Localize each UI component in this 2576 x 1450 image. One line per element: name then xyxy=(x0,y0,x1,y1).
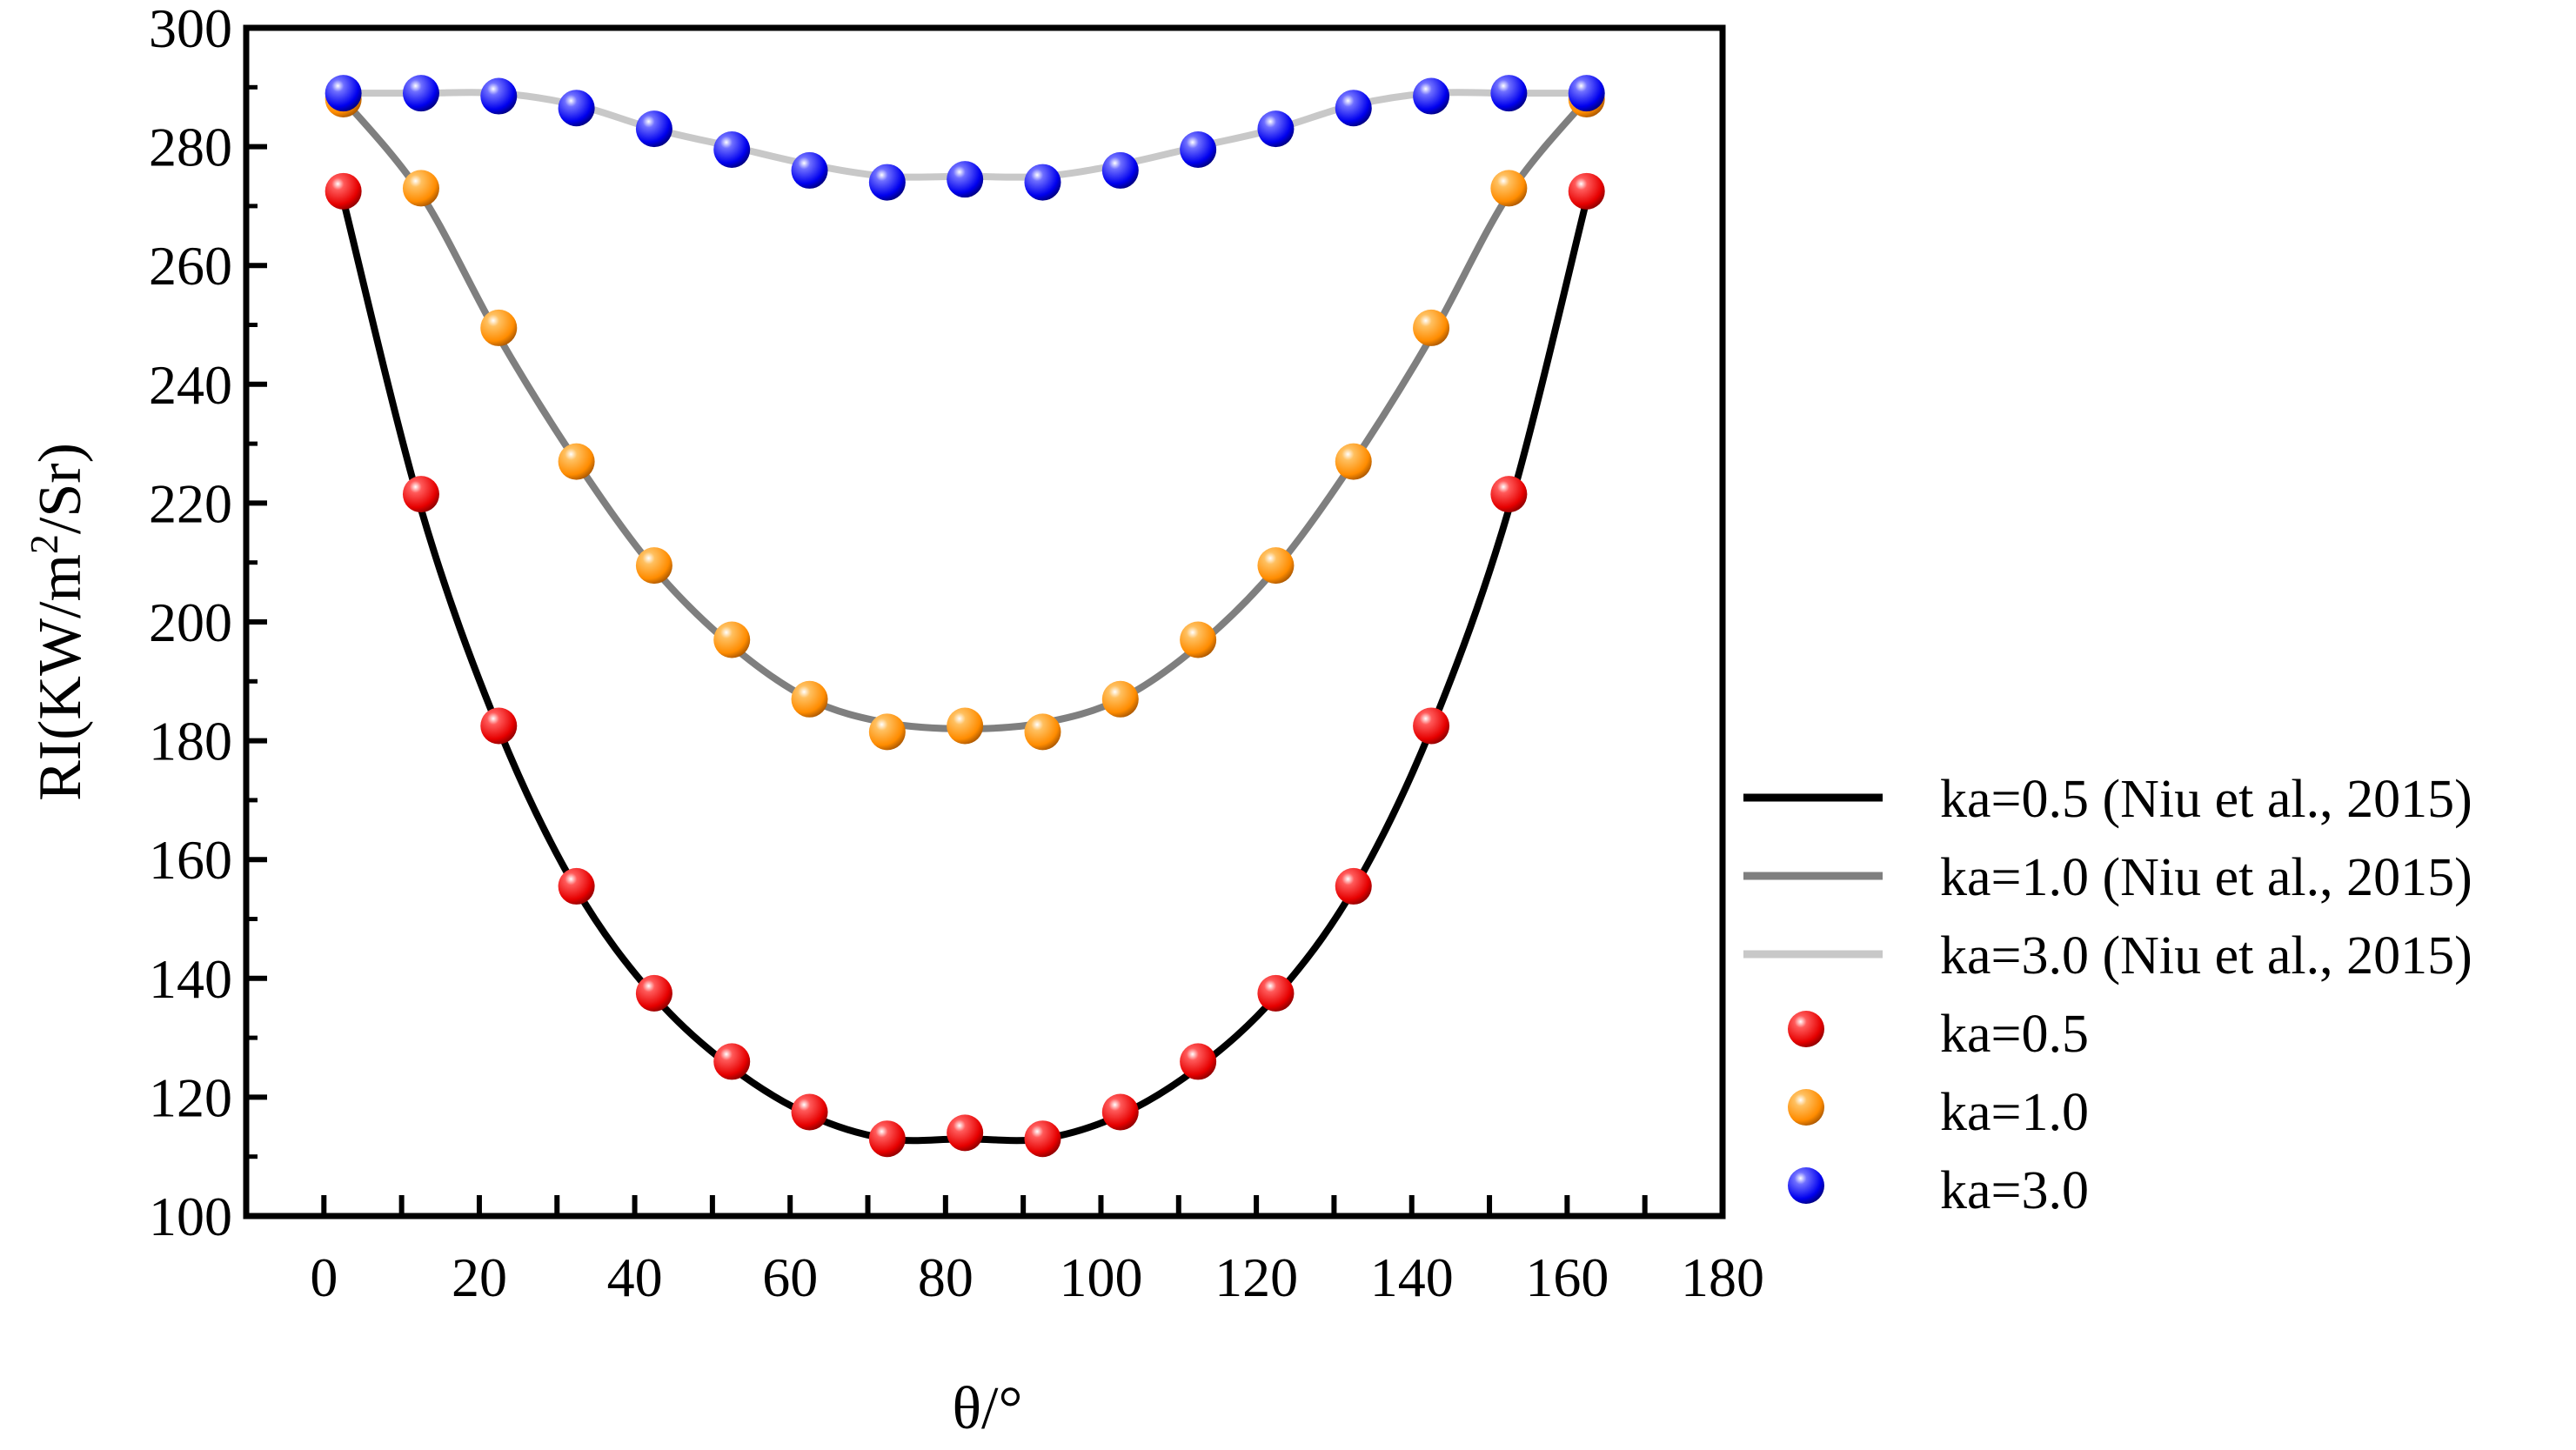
legend: ka=0.5 (Niu et al., 2015) ka=1.0 (Niu et … xyxy=(1743,770,2472,1220)
x-tick-label: 100 xyxy=(1059,1246,1142,1308)
x-tick-label: 160 xyxy=(1525,1246,1609,1308)
y-tick-label: 180 xyxy=(149,711,232,772)
y-tick-label: 140 xyxy=(149,948,232,1010)
data-point-ka-0-5 xyxy=(1413,707,1450,745)
legend-label: ka=3.0 xyxy=(1940,1161,2089,1220)
data-point-ka-0-5 xyxy=(325,172,362,210)
data-point-ka-3-0 xyxy=(1180,131,1217,169)
data-point-ka-0-5 xyxy=(1490,476,1528,513)
y-tick-label: 120 xyxy=(149,1066,232,1128)
legend-marker-swatch xyxy=(1788,1167,1824,1204)
x-tick-label: 60 xyxy=(762,1246,818,1308)
data-point-ka-1-0 xyxy=(1180,621,1217,658)
data-point-ka-3-0 xyxy=(1490,75,1528,112)
x-axis-ticks: 0 20 40 60 80 100 120 140 160 180 xyxy=(310,1195,1764,1308)
data-point-ka-1-0 xyxy=(558,443,595,480)
data-point-ka-3-0 xyxy=(868,164,906,201)
data-point-ka-1-0 xyxy=(791,680,828,718)
legend-item-ka-0-5: ka=0.5 xyxy=(1788,1005,2089,1064)
y-tick-label: 260 xyxy=(149,235,232,297)
legend-item-ka-3-0-niu-et-al-2015: ka=3.0 (Niu et al., 2015) xyxy=(1743,926,2472,986)
data-point-ka-0-5 xyxy=(1568,172,1605,210)
data-point-ka-0-5 xyxy=(558,867,595,905)
data-point-ka-3-0 xyxy=(791,151,828,189)
data-point-ka-0-5 xyxy=(402,476,439,513)
x-tick-label: 140 xyxy=(1370,1246,1454,1308)
data-point-ka-3-0 xyxy=(558,90,595,127)
legend-label: ka=1.0 (Niu et al., 2015) xyxy=(1940,848,2472,907)
y-axis-title: RI(KW/m2/Sr) xyxy=(22,443,94,801)
data-point-ka-3-0 xyxy=(480,77,518,115)
data-point-ka-0-5 xyxy=(791,1093,828,1131)
data-point-ka-3-0 xyxy=(1257,110,1295,148)
data-point-ka-3-0 xyxy=(325,75,362,112)
y-tick-label: 200 xyxy=(149,591,232,653)
data-point-ka-1-0 xyxy=(480,309,518,346)
legend-marker-swatch xyxy=(1788,1011,1824,1047)
data-point-ka-3-0 xyxy=(1413,77,1450,115)
data-point-ka-3-0 xyxy=(402,75,439,112)
data-point-ka-1-0 xyxy=(1101,680,1139,718)
legend-label: ka=1.0 xyxy=(1940,1083,2089,1142)
data-point-ka-1-0 xyxy=(635,547,672,585)
x-tick-label: 80 xyxy=(918,1246,974,1308)
series-lines xyxy=(339,89,1590,1145)
data-point-ka-0-5 xyxy=(1257,974,1295,1012)
y-tick-label: 100 xyxy=(149,1186,232,1247)
y-tick-label: 160 xyxy=(149,829,232,891)
y-axis-ticks: 100 120 140 160 180 200 220 240 260 280 300 xyxy=(149,0,267,1247)
data-point-ka-3-0 xyxy=(713,131,751,169)
legend-label: ka=3.0 (Niu et al., 2015) xyxy=(1940,926,2472,986)
y-axis-title-tail: /Sr) xyxy=(27,443,94,534)
y-tick-label: 280 xyxy=(149,117,232,178)
legend-label: ka=0.5 (Niu et al., 2015) xyxy=(1940,770,2472,829)
data-point-ka-1-0 xyxy=(1335,443,1372,480)
x-tick-label: 0 xyxy=(310,1246,338,1308)
data-point-ka-1-0 xyxy=(402,170,439,207)
legend-item-ka-3-0: ka=3.0 xyxy=(1788,1161,2089,1220)
data-point-ka-1-0 xyxy=(868,713,906,751)
data-point-ka-0-5 xyxy=(1180,1043,1217,1080)
y-tick-label: 300 xyxy=(149,0,232,59)
y-axis-title-base: RI(KW/m xyxy=(27,554,94,801)
data-point-ka-0-5 xyxy=(635,974,672,1012)
data-point-ka-1-0 xyxy=(1490,170,1528,207)
legend-label: ka=0.5 xyxy=(1940,1005,2089,1064)
y-tick-label: 220 xyxy=(149,472,232,534)
legend-marker-swatch xyxy=(1788,1089,1824,1126)
data-point-ka-1-0 xyxy=(713,621,751,658)
data-point-ka-0-5 xyxy=(1335,867,1372,905)
x-tick-label: 40 xyxy=(607,1246,663,1308)
data-point-ka-1-0 xyxy=(1257,547,1295,585)
series-points xyxy=(325,75,1605,1158)
data-point-ka-3-0 xyxy=(1101,151,1139,189)
data-point-ka-3-0 xyxy=(1024,164,1061,201)
data-point-ka-3-0 xyxy=(635,110,672,148)
data-point-ka-1-0 xyxy=(1413,309,1450,346)
data-point-ka-3-0 xyxy=(947,161,984,198)
data-point-ka-1-0 xyxy=(1024,713,1061,751)
data-point-ka-0-5 xyxy=(713,1043,751,1080)
x-tick-label: 180 xyxy=(1681,1246,1764,1308)
data-point-ka-3-0 xyxy=(1568,75,1605,112)
legend-item-ka-1-0: ka=1.0 xyxy=(1788,1083,2089,1142)
data-point-ka-1-0 xyxy=(947,707,984,745)
data-point-ka-0-5 xyxy=(868,1120,906,1158)
data-point-ka-0-5 xyxy=(947,1114,984,1152)
x-tick-label: 20 xyxy=(452,1246,507,1308)
x-axis-title: θ/° xyxy=(953,1375,1023,1442)
data-point-ka-3-0 xyxy=(1335,90,1372,127)
data-point-ka-0-5 xyxy=(480,707,518,745)
series-line-ka-0-5-niu-et-al-2015 xyxy=(339,199,1590,1145)
x-tick-label: 120 xyxy=(1214,1246,1298,1308)
data-point-ka-0-5 xyxy=(1101,1093,1139,1131)
legend-item-ka-1-0-niu-et-al-2015: ka=1.0 (Niu et al., 2015) xyxy=(1743,848,2472,907)
legend-item-ka-0-5-niu-et-al-2015: ka=0.5 (Niu et al., 2015) xyxy=(1743,770,2472,829)
data-point-ka-0-5 xyxy=(1024,1120,1061,1158)
y-tick-label: 240 xyxy=(149,354,232,416)
y-axis-title-superscript: 2 xyxy=(22,534,66,554)
